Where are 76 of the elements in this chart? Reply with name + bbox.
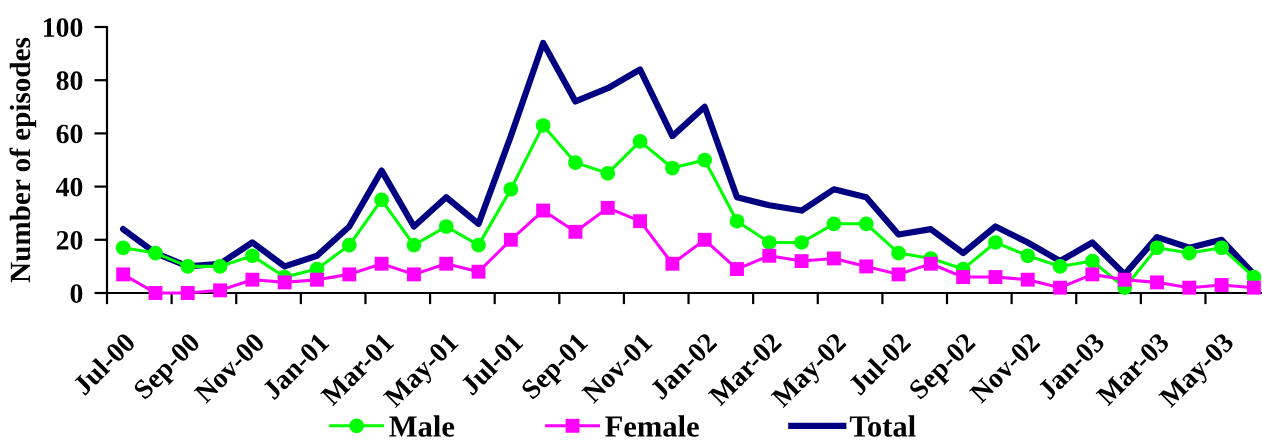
point bbox=[471, 264, 486, 279]
point bbox=[180, 259, 196, 274]
point bbox=[794, 235, 809, 250]
point bbox=[891, 245, 906, 261]
point bbox=[762, 235, 777, 250]
point bbox=[1053, 280, 1068, 295]
point bbox=[245, 272, 260, 287]
point bbox=[1214, 278, 1229, 292]
point bbox=[1052, 259, 1068, 274]
point bbox=[438, 219, 454, 234]
point bbox=[342, 237, 357, 253]
point bbox=[697, 152, 712, 168]
point bbox=[310, 272, 324, 287]
point bbox=[1117, 272, 1132, 287]
point bbox=[503, 232, 518, 247]
point bbox=[600, 200, 615, 215]
point bbox=[406, 267, 421, 282]
point bbox=[342, 267, 357, 282]
point bbox=[665, 256, 680, 271]
point bbox=[148, 245, 163, 261]
point bbox=[213, 283, 228, 298]
point bbox=[212, 259, 228, 274]
point bbox=[858, 216, 874, 232]
legend-label: Female bbox=[605, 415, 699, 437]
point bbox=[1085, 267, 1100, 282]
y-axis-title: Number of episodes bbox=[9, 37, 37, 283]
point bbox=[1020, 272, 1035, 287]
point bbox=[665, 160, 680, 176]
point bbox=[632, 134, 648, 149]
point bbox=[859, 259, 874, 274]
point bbox=[245, 248, 260, 264]
y-tick-label: 0 bbox=[70, 284, 83, 303]
y-tick-label: 80 bbox=[56, 71, 83, 91]
point bbox=[826, 251, 841, 266]
legend-label: Total bbox=[849, 415, 916, 437]
y-tick-label: 40 bbox=[55, 177, 83, 197]
point bbox=[568, 224, 583, 239]
point bbox=[730, 262, 744, 276]
point bbox=[180, 286, 195, 300]
point bbox=[374, 256, 389, 271]
point bbox=[794, 254, 809, 269]
point bbox=[697, 232, 712, 247]
point bbox=[115, 240, 131, 256]
point bbox=[116, 267, 131, 282]
y-tick-label: 60 bbox=[56, 124, 83, 144]
y-tick-label: 20 bbox=[56, 230, 83, 250]
point bbox=[1182, 245, 1197, 261]
point bbox=[762, 248, 777, 263]
point bbox=[374, 192, 389, 208]
legend-label: Male bbox=[389, 415, 455, 437]
point bbox=[826, 216, 842, 232]
point bbox=[536, 203, 551, 218]
point bbox=[923, 256, 938, 271]
point bbox=[277, 275, 292, 290]
point bbox=[439, 256, 454, 271]
point bbox=[729, 213, 745, 229]
point bbox=[1182, 280, 1197, 295]
point bbox=[406, 237, 422, 253]
point bbox=[1085, 253, 1100, 269]
point bbox=[988, 235, 1003, 250]
point bbox=[471, 237, 486, 253]
point bbox=[600, 166, 616, 181]
point bbox=[1150, 275, 1164, 290]
point bbox=[535, 118, 551, 133]
point bbox=[956, 270, 971, 284]
point bbox=[988, 270, 1003, 284]
y-tick-label: 100 bbox=[43, 18, 83, 37]
point bbox=[633, 214, 648, 229]
point bbox=[1246, 280, 1261, 295]
point bbox=[503, 181, 519, 197]
point bbox=[1020, 248, 1036, 264]
point bbox=[1214, 240, 1229, 256]
point bbox=[148, 286, 163, 300]
point bbox=[568, 155, 583, 170]
point bbox=[891, 267, 906, 282]
point bbox=[1149, 240, 1165, 256]
